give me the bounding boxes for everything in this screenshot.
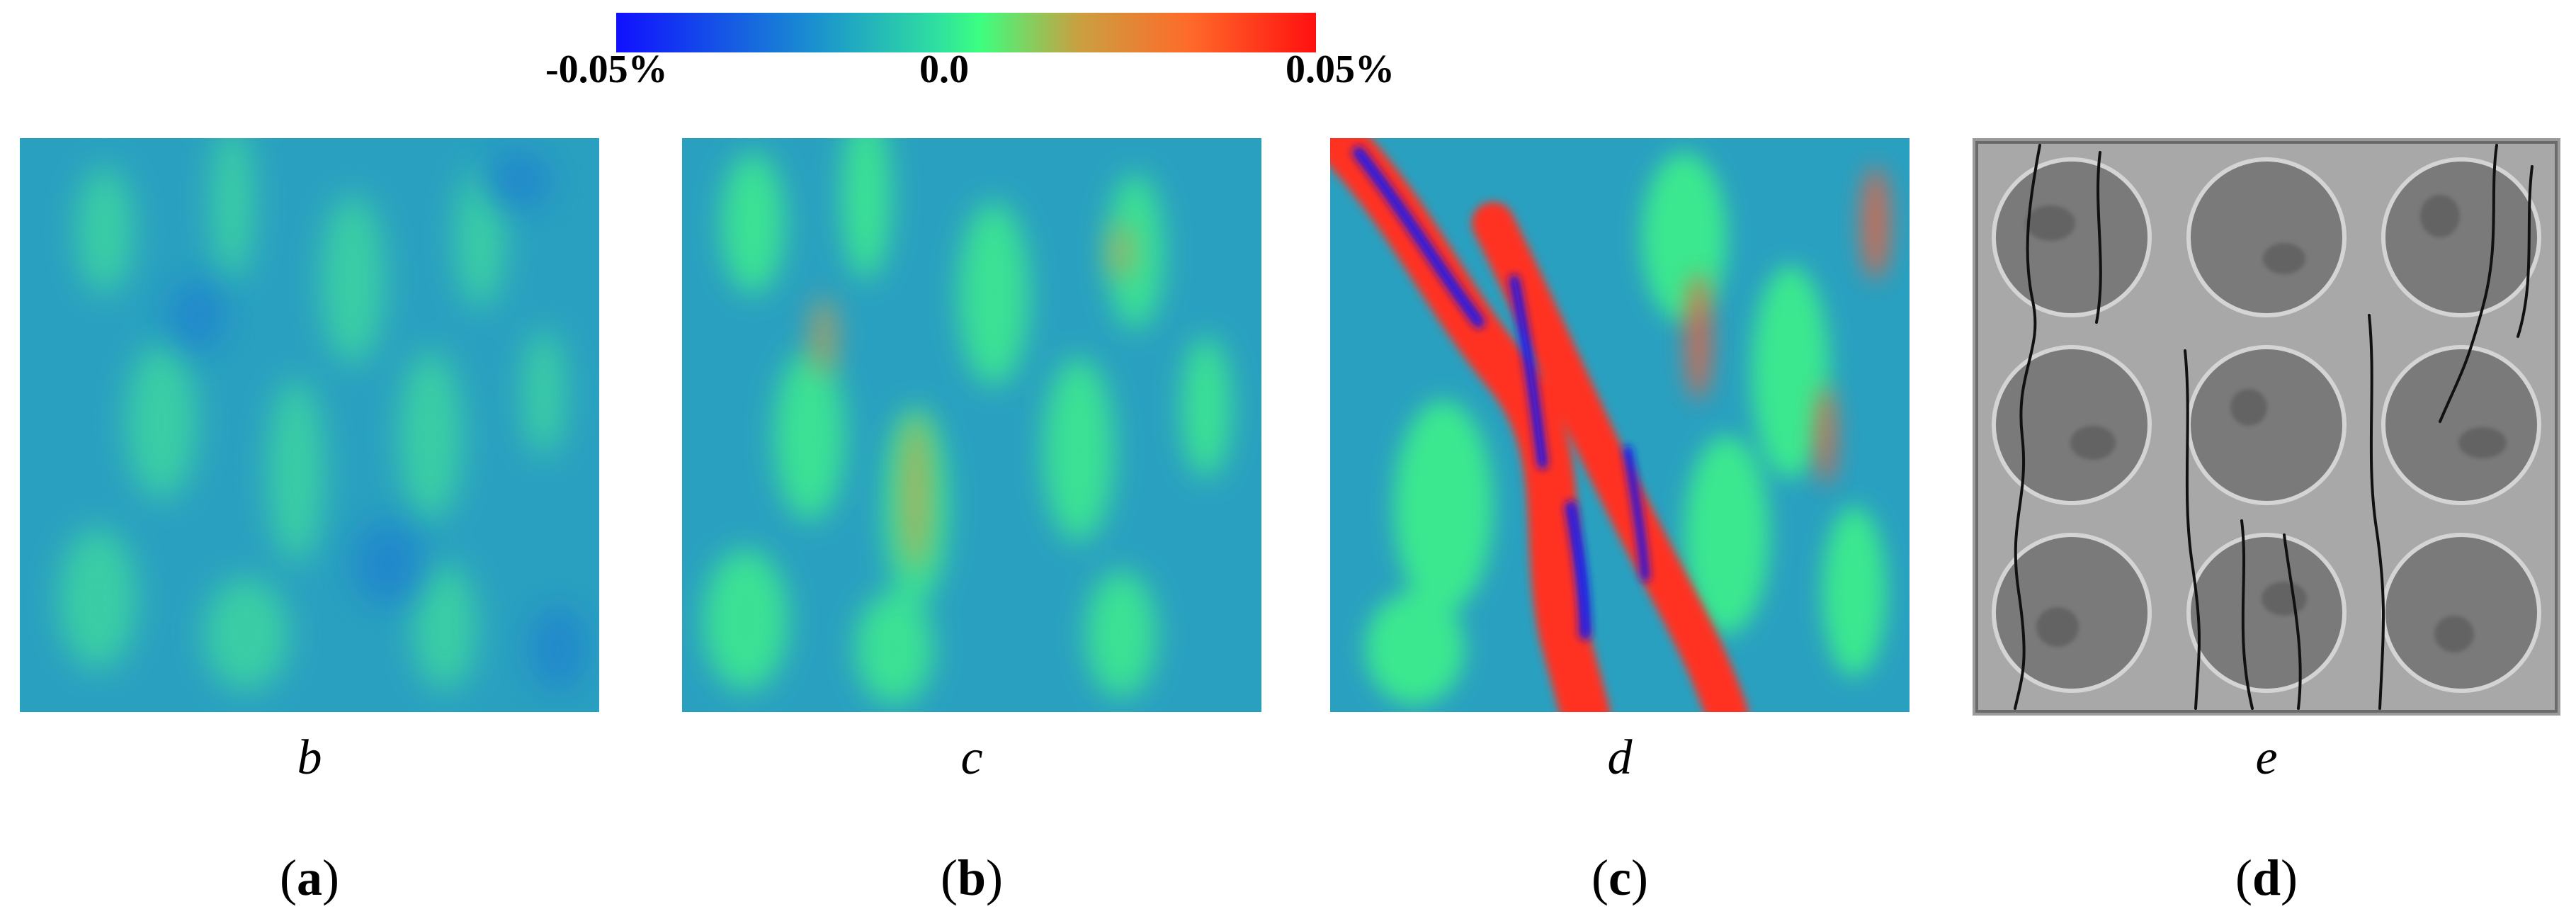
panel-a-caption: (a) bbox=[280, 849, 339, 906]
colorbar-mid-label: 0.0 bbox=[919, 47, 969, 91]
panel-c-caption: (c) bbox=[1591, 849, 1648, 906]
strain-map-panel-c bbox=[1330, 138, 1910, 712]
panel-d-sublabel: e bbox=[2255, 730, 2278, 785]
specimen-photo-panel-d bbox=[1973, 138, 2560, 716]
strain-colorbar bbox=[616, 13, 1316, 52]
panel-b-sublabel: c bbox=[960, 730, 983, 785]
strain-map-panel-a bbox=[20, 138, 599, 712]
panel-c-sublabel: d bbox=[1607, 730, 1633, 785]
panel-b-caption: (b) bbox=[940, 849, 1003, 906]
panel-d-caption: (d) bbox=[2235, 849, 2298, 906]
panel-a-sublabel: b bbox=[297, 730, 322, 785]
strain-map-panel-b bbox=[682, 138, 1261, 712]
colorbar-min-label: -0.05% bbox=[545, 47, 668, 91]
colorbar-max-label: 0.05% bbox=[1286, 47, 1395, 91]
